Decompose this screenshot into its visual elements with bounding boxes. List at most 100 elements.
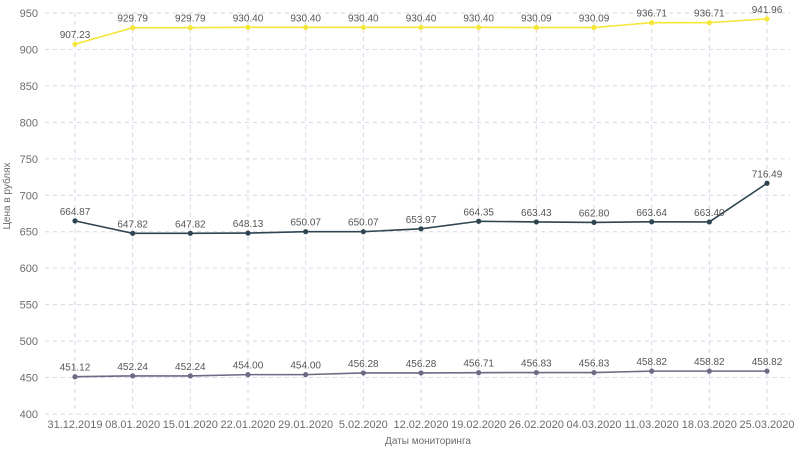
data-point	[418, 370, 424, 376]
data-point	[245, 24, 251, 30]
x-tick-label: 29.01.2020	[278, 419, 333, 431]
data-point	[706, 368, 712, 374]
data-label: 647.82	[117, 219, 148, 230]
data-label: 936.71	[636, 9, 667, 20]
series-lines	[72, 16, 770, 380]
data-label: 456.28	[348, 359, 379, 370]
data-label: 458.82	[636, 357, 667, 368]
y-tick-label: 400	[20, 409, 38, 421]
y-tick-label: 950	[20, 8, 38, 20]
data-point	[72, 218, 78, 224]
data-label: 454.00	[233, 361, 264, 372]
data-label: 930.40	[348, 13, 379, 24]
x-tick-label: 04.03.2020	[566, 419, 621, 431]
x-tick-label: 31.12.2019	[47, 419, 102, 431]
data-point	[72, 41, 78, 47]
data-label: 929.79	[117, 14, 148, 25]
data-point	[187, 230, 193, 236]
data-point	[130, 373, 136, 379]
data-point	[533, 24, 539, 31]
data-label: 936.71	[694, 9, 725, 20]
data-point	[533, 219, 539, 225]
data-label: 452.24	[117, 362, 148, 373]
x-tick-label: 19.02.2020	[451, 419, 506, 431]
data-label: 456.83	[579, 359, 610, 370]
data-label: 663.64	[636, 208, 667, 219]
data-point	[303, 24, 309, 30]
x-axis-label: Даты мониторинга	[385, 436, 471, 447]
data-label: 664.87	[60, 207, 91, 218]
y-tick-label: 650	[20, 227, 38, 239]
data-label: 650.07	[290, 218, 321, 229]
data-point	[72, 374, 78, 380]
data-point	[476, 370, 482, 376]
x-tick-label: 15.01.2020	[163, 419, 218, 431]
data-point	[187, 25, 193, 31]
data-label: 456.83	[521, 359, 552, 370]
y-axis-ticks: 400 450 500 550 600 650 700 750 800 850 900 950	[20, 8, 38, 421]
data-point	[245, 372, 251, 378]
data-label: 930.09	[521, 14, 552, 25]
data-point	[245, 230, 251, 236]
x-axis-ticks: 31.12.2019 08.01.2020 15.01.2020 22.01.2020…	[47, 419, 794, 431]
x-tick-label: 22.01.2020	[220, 419, 275, 431]
data-point	[360, 370, 366, 376]
x-tick-label: 26.02.2020	[509, 419, 564, 431]
data-point	[764, 368, 770, 374]
data-point	[764, 16, 770, 22]
data-point	[533, 369, 539, 376]
data-point	[418, 226, 424, 232]
data-label: 930.40	[463, 13, 494, 24]
data-label: 907.23	[60, 30, 91, 41]
y-tick-label: 600	[20, 263, 38, 275]
data-label: 663.43	[521, 208, 552, 219]
data-point	[706, 219, 712, 225]
data-label: 458.82	[694, 357, 725, 368]
data-label: 930.09	[579, 14, 610, 25]
data-point	[303, 229, 309, 235]
x-tick-label: 08.01.2020	[105, 419, 160, 431]
data-label: 930.40	[233, 13, 264, 24]
data-point	[130, 230, 136, 236]
data-label: 647.82	[175, 219, 206, 230]
x-tick-label: 18.03.2020	[682, 419, 737, 431]
data-label: 451.12	[60, 363, 91, 374]
data-label: 930.40	[406, 13, 437, 24]
data-label: 650.07	[348, 218, 379, 229]
data-point	[418, 24, 424, 30]
data-point	[706, 20, 712, 26]
data-point	[476, 24, 482, 30]
data-point	[649, 368, 655, 374]
data-point	[476, 218, 482, 224]
x-tick-label: 5.02.2020	[339, 419, 388, 431]
data-label: 452.24	[175, 362, 206, 373]
data-point	[187, 373, 193, 379]
data-label: 663.40	[694, 208, 725, 219]
data-point	[649, 20, 655, 26]
x-tick-label: 25.03.2020	[739, 419, 794, 431]
data-label: 648.13	[233, 219, 264, 230]
data-label: 456.71	[463, 359, 494, 370]
y-tick-label: 750	[20, 154, 38, 166]
data-label: 454.00	[290, 361, 321, 372]
y-tick-label: 850	[20, 81, 38, 93]
data-label: 929.79	[175, 14, 206, 25]
data-label: 716.49	[752, 169, 783, 180]
x-tick-label: 11.03.2020	[625, 419, 679, 431]
y-tick-label: 700	[20, 190, 38, 202]
data-label: 664.35	[463, 207, 494, 218]
y-tick-label: 900	[20, 44, 38, 56]
data-point	[130, 25, 136, 31]
y-tick-label: 550	[20, 300, 38, 312]
x-tick-label: 12.02.2020	[393, 419, 448, 431]
data-point	[303, 372, 309, 378]
data-label: 456.28	[406, 359, 437, 370]
data-point	[764, 180, 770, 186]
data-label: 653.97	[406, 215, 437, 226]
y-tick-label: 800	[20, 117, 38, 129]
data-labels: 907.23 929.79 929.79 930.40 930.40 930.40 930.…	[60, 5, 783, 374]
data-point	[591, 24, 597, 31]
data-label: 662.80	[579, 208, 610, 219]
